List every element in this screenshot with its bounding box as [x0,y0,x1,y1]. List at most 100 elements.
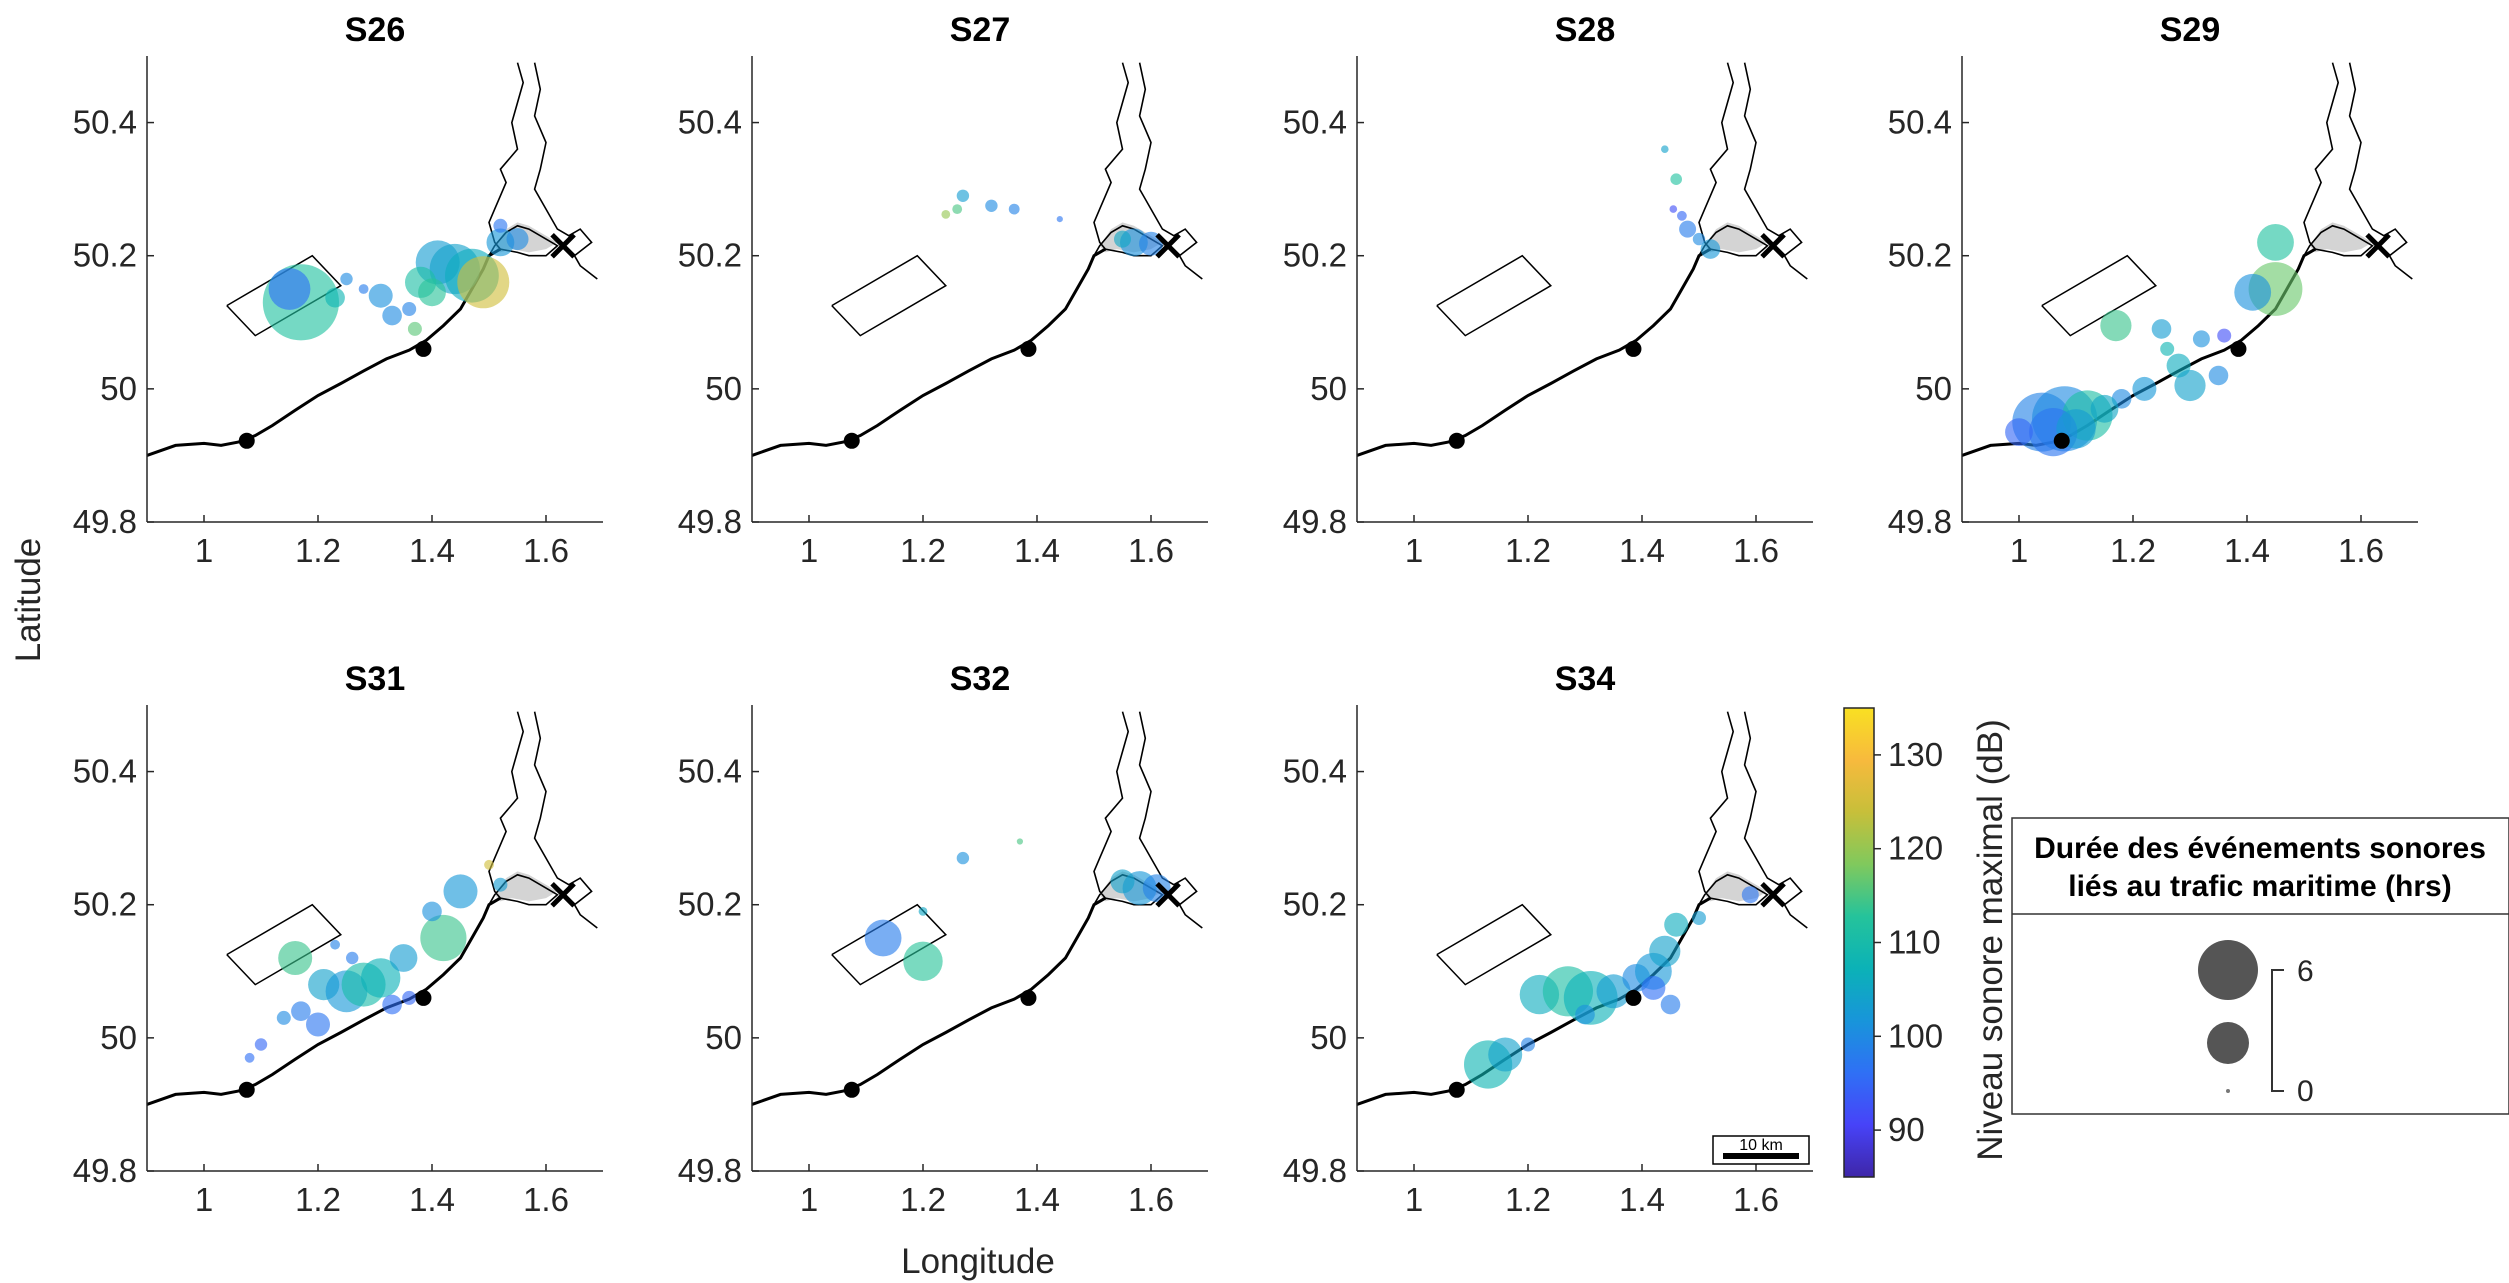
panel-title: S31 [345,660,406,698]
bubble [2192,330,2210,348]
bubble [2151,319,2172,339]
size-legend-circle-medium [2207,1022,2249,1064]
bubble [2174,369,2206,402]
estuary-shore [2303,62,2374,257]
station-dot [1625,340,1642,357]
colorbar-tick-label: 100 [1888,1017,1943,1054]
x-tick-label: 1.2 [2110,532,2156,569]
bubble [493,877,508,892]
size-legend-title-line2: liés au trafic maritime (hrs) [2068,870,2451,903]
panel-s31: 1 1.2 1.4 1.6 49.8 50 50.2 50.4 S31 [73,660,603,1218]
cross-marker [1760,881,1786,908]
station-dot [1020,989,1037,1006]
bubble [402,990,417,1005]
bubble [330,939,340,950]
y-tick-label: 50.2 [1283,237,1347,274]
bubble [941,210,951,219]
bubble [2005,418,2033,446]
coastline [1356,247,1712,457]
cross-marker [2365,232,2391,259]
y-tick-label: 49.8 [678,503,742,540]
bubble [340,272,353,286]
colorbar-tick-label: 120 [1888,830,1943,867]
y-axis-title: Latitude [9,538,48,663]
bubble [1677,210,1687,221]
y-tick-label: 50 [705,370,742,407]
y-tick-label: 50 [1915,370,1952,407]
station-dot [238,1081,255,1098]
y-tick-label: 50 [100,1019,137,1056]
size-legend-title-line1: Durée des événements sonores [2034,832,2486,865]
bubble [402,302,417,316]
panel-s32: 1 1.2 1.4 1.6 49.8 50 50.2 50.4 S32 [678,660,1208,1218]
colorbar-gradient [1843,707,1875,1178]
bubble [1692,232,1706,246]
bubble [443,874,478,909]
scale-bar-label: 10 km [1739,1137,1783,1154]
bubble [1679,220,1697,238]
x-tick-label: 1.2 [1505,1181,1551,1218]
bubble [361,958,401,998]
bubble [484,859,494,870]
bubble [2090,394,2119,423]
x-tick-label: 1.2 [900,532,946,569]
station-dot [843,432,860,449]
estuary-shore-east [533,62,598,280]
y-tick-label: 50.4 [678,104,742,141]
bubble [407,321,422,336]
y-tick-label: 49.8 [73,1152,137,1189]
bubble [1741,886,1759,904]
bubble [1664,912,1689,937]
station-dot [415,340,432,357]
zone-rectangle [1436,254,1552,337]
bubble [358,284,369,294]
bubble [1142,874,1171,902]
y-tick-label: 50 [100,370,137,407]
bubble [493,218,508,233]
bubble [457,256,510,309]
y-tick-label: 50.2 [73,886,137,923]
panel-title: S27 [950,11,1011,49]
bubble [952,204,963,215]
bubble [2234,273,2272,311]
bubble [985,199,998,212]
size-legend-circle-large [2198,940,2258,1000]
y-tick-label: 49.8 [73,503,137,540]
bubble [2132,376,2157,401]
y-tick-label: 50.2 [678,886,742,923]
x-tick-label: 1 [1405,532,1423,569]
colorbar-tick-label: 110 [1888,924,1941,961]
scale-bar-box [1712,1135,1810,1165]
bubble [346,951,359,965]
estuary-shore-east [1138,62,1203,280]
panel-title: S34 [1555,660,1616,698]
estuary-shore-east [1138,711,1203,929]
bubble [389,944,418,972]
bubble [1016,838,1024,845]
y-tick-label: 50.2 [73,237,137,274]
cross-marker [1155,232,1181,259]
panel-s27: 1 1.2 1.4 1.6 49.8 50 50.2 50.4 S27 [678,11,1208,569]
y-tick-label: 50 [705,1019,742,1056]
panel-s26: 1 1.2 1.4 1.6 49.8 50 50.2 50.4 S26 [73,11,603,569]
bubble [864,919,902,957]
zone-rectangle [1436,903,1552,986]
coastline [751,247,1107,457]
colorbar-label: Niveau sonore maximal (dB) [1971,719,2010,1161]
bubble [1056,216,1063,223]
bubble [382,994,402,1015]
size-legend-box [2011,817,2509,1115]
x-tick-label: 1 [800,1181,818,1218]
bubble [1114,230,1131,248]
bubble [420,914,467,962]
y-tick-label: 50 [1310,1019,1347,1056]
y-tick-label: 50.2 [1888,237,1952,274]
bubble [278,941,313,975]
x-tick-label: 1.4 [2224,532,2270,569]
coastline [1356,896,1712,1106]
panel-title: S32 [950,660,1011,698]
bubble [254,1038,268,1051]
y-tick-label: 50 [1310,370,1347,407]
bubble [903,941,943,981]
size-legend-min-label: 0 [2297,1075,2314,1108]
